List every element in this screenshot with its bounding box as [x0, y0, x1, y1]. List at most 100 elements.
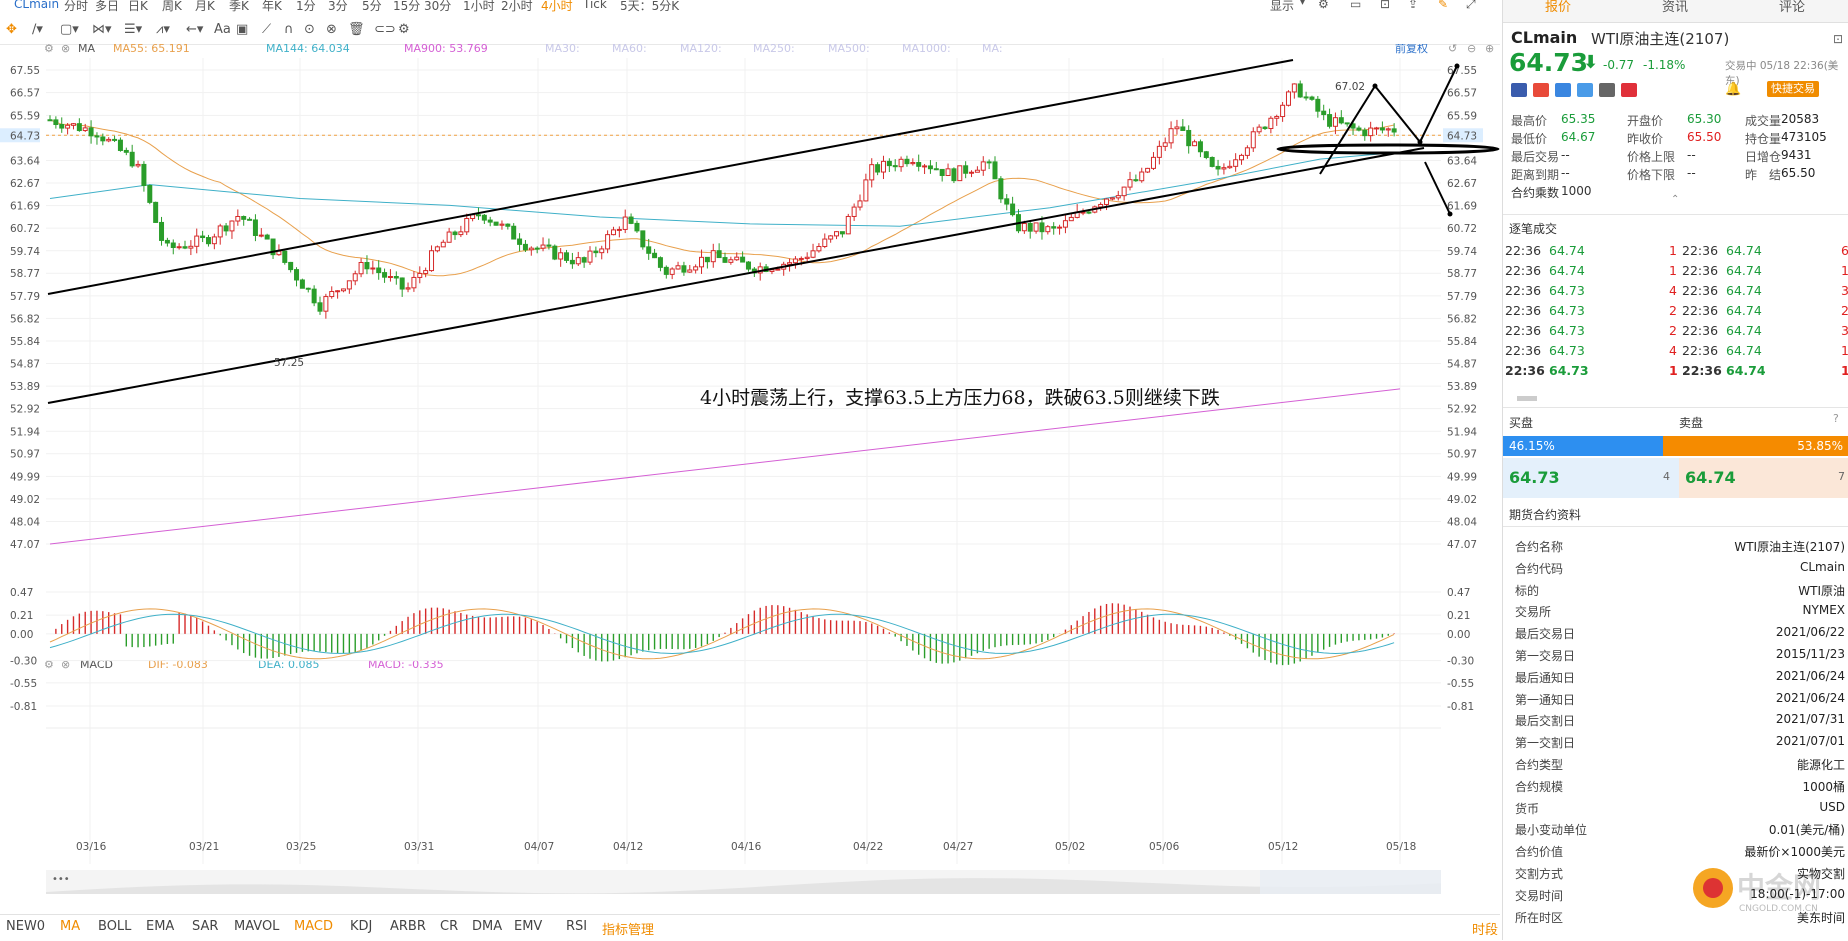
indicator-tab[interactable]: EMV	[514, 919, 543, 934]
candle	[710, 250, 716, 263]
triangle-icon[interactable]	[1555, 83, 1571, 97]
indicator-tab[interactable]: MAVOL	[234, 919, 280, 934]
expand-icon[interactable]: ⊡	[1833, 32, 1844, 46]
rect-tool-icon[interactable]: ▢▾	[60, 22, 79, 37]
indicator-tab[interactable]: CR	[440, 919, 459, 934]
link-icon[interactable]: ⊂⊃	[374, 22, 396, 37]
period-7[interactable]: 1分	[296, 0, 316, 13]
bid-box[interactable]: 64.73 4	[1503, 458, 1679, 498]
info-value: 0.01(美元/桶)	[1768, 823, 1845, 838]
tab-quote[interactable]: 报价	[1545, 0, 1572, 15]
doc-icon[interactable]	[1599, 83, 1615, 97]
navigator-handle-icon[interactable]: •••	[52, 874, 70, 885]
bell-icon[interactable]: 🔔	[1725, 82, 1742, 97]
display-menu[interactable]: 显示	[1270, 0, 1295, 13]
collapse-icon[interactable]: ⌃	[1671, 194, 1680, 205]
zoom-out-icon[interactable]: ⊖	[1467, 42, 1476, 55]
candle	[200, 235, 206, 239]
session-tab[interactable]: 时段	[1472, 923, 1499, 938]
close-icon[interactable]: ⊗	[61, 658, 70, 671]
tag-icon[interactable]	[1577, 83, 1593, 97]
period-9[interactable]: 5分	[362, 0, 382, 13]
tab-comments[interactable]: 评论	[1779, 0, 1806, 15]
close-icon[interactable]: ⊗	[61, 42, 70, 55]
ruler-icon[interactable]: ⟋	[262, 22, 272, 37]
indicator-tab[interactable]: ARBR	[390, 919, 426, 934]
reset-icon[interactable]: ↺	[1448, 42, 1457, 55]
period-16[interactable]: 5天：5分K	[620, 0, 680, 13]
period-10[interactable]: 15分	[393, 0, 421, 13]
crosshair-icon[interactable]: ✥	[6, 22, 17, 37]
indicator-tab[interactable]: MACD	[294, 919, 333, 934]
magnet-icon[interactable]: ∩	[284, 22, 294, 37]
period-14[interactable]: 4小时	[541, 0, 573, 13]
period-13[interactable]: 2小时	[501, 0, 533, 13]
navigator[interactable]: ••• 2021	[46, 870, 1441, 916]
info-key: 最后交割日	[1515, 714, 1576, 729]
heart-icon[interactable]	[1621, 83, 1637, 97]
period-15[interactable]: Tick	[583, 0, 607, 11]
indicator-tab[interactable]: KDJ	[350, 919, 373, 934]
quick-trade-button[interactable]: 快捷交易	[1767, 81, 1819, 97]
price-tick-right: 58.77	[1447, 268, 1477, 280]
info-key: 最后通知日	[1515, 670, 1576, 685]
indicator-tab[interactable]: DMA	[472, 919, 503, 934]
price-tick-left: 56.82	[10, 313, 40, 325]
candle	[464, 218, 470, 233]
navigator-window[interactable]	[1260, 870, 1441, 916]
indicator-tab[interactable]: RSI	[566, 919, 588, 934]
period-6[interactable]: 年K	[262, 0, 282, 13]
period-2[interactable]: 日K	[128, 0, 148, 13]
stat-label: 最高价	[1511, 114, 1548, 128]
eye-icon[interactable]: ⊙	[304, 22, 315, 37]
stat-value: --	[1561, 166, 1570, 180]
ask-box[interactable]: 64.74 7	[1679, 458, 1848, 498]
tab-news[interactable]: 资讯	[1662, 0, 1689, 15]
indicator-tab[interactable]: 指标管理	[602, 923, 655, 938]
gear-icon[interactable]: ⚙	[44, 42, 54, 55]
camera-icon[interactable]: ⊡	[1380, 0, 1391, 11]
stat-value: --	[1687, 148, 1696, 162]
tick-cell: 1	[1669, 243, 1677, 258]
channel-tool-icon[interactable]: ⋈▾	[92, 22, 112, 37]
period-12[interactable]: 1小时	[463, 0, 495, 13]
window-icon[interactable]: ▭	[1350, 0, 1362, 11]
period-0[interactable]: 分时	[64, 0, 89, 13]
pattern-tool-icon[interactable]: ⩘▾	[156, 22, 170, 37]
symbol-dropdown[interactable]: CLmain	[14, 0, 60, 11]
trash-icon[interactable]: 🗑	[348, 22, 365, 37]
line-tool-icon[interactable]: ∕▾	[32, 22, 43, 37]
gear-icon[interactable]: ⚙	[44, 658, 54, 671]
help-icon[interactable]: ?	[1833, 412, 1839, 425]
candle	[845, 215, 851, 235]
indicator-tab[interactable]: BOLL	[98, 919, 132, 934]
gear-icon[interactable]: ⚙	[1318, 0, 1329, 11]
tick-cell: 4	[1669, 283, 1677, 298]
adjust-button[interactable]: 前复权	[1395, 41, 1428, 55]
chart-canvas[interactable]: ⚙ ⊗ MA MA55: 65.191 MA144: 64.034 MA900:…	[0, 41, 1500, 916]
indicator-tab[interactable]: SAR	[192, 919, 219, 934]
text-tool[interactable]: Aa	[214, 22, 231, 37]
chart-icon[interactable]	[1533, 83, 1549, 97]
indicator-tab[interactable]: NEW0	[6, 919, 46, 934]
arrow-tool-icon[interactable]: ←▾	[186, 22, 204, 37]
zoom-in-icon[interactable]: ⊕	[1485, 42, 1494, 55]
period-3[interactable]: 周K	[162, 0, 182, 13]
date-tick: 03/31	[404, 841, 434, 853]
scrollbar[interactable]	[1517, 396, 1537, 401]
indicator-tab[interactable]: MA	[60, 919, 81, 934]
fullscreen-icon[interactable]: ⤢	[1466, 0, 1476, 11]
period-1[interactable]: 多日	[95, 0, 120, 13]
period-8[interactable]: 3分	[328, 0, 348, 13]
comment-icon[interactable]: ▣	[236, 22, 249, 37]
lock-icon[interactable]: ⊗	[326, 22, 337, 37]
period-4[interactable]: 月K	[195, 0, 215, 13]
indicator-tab[interactable]: EMA	[146, 919, 175, 934]
kline-chart[interactable]: ⚙ ⊗ MA MA55: 65.191 MA144: 64.034 MA900:…	[0, 41, 1500, 916]
settings-icon[interactable]: ⚙	[398, 22, 410, 37]
fib-tool-icon[interactable]: ☰▾	[124, 22, 143, 37]
period-5[interactable]: 季K	[229, 0, 249, 13]
export-icon[interactable]: ⇪	[1408, 0, 1419, 11]
pencil-icon[interactable]: ✎	[1438, 0, 1449, 11]
period-11[interactable]: 30分	[424, 0, 452, 13]
